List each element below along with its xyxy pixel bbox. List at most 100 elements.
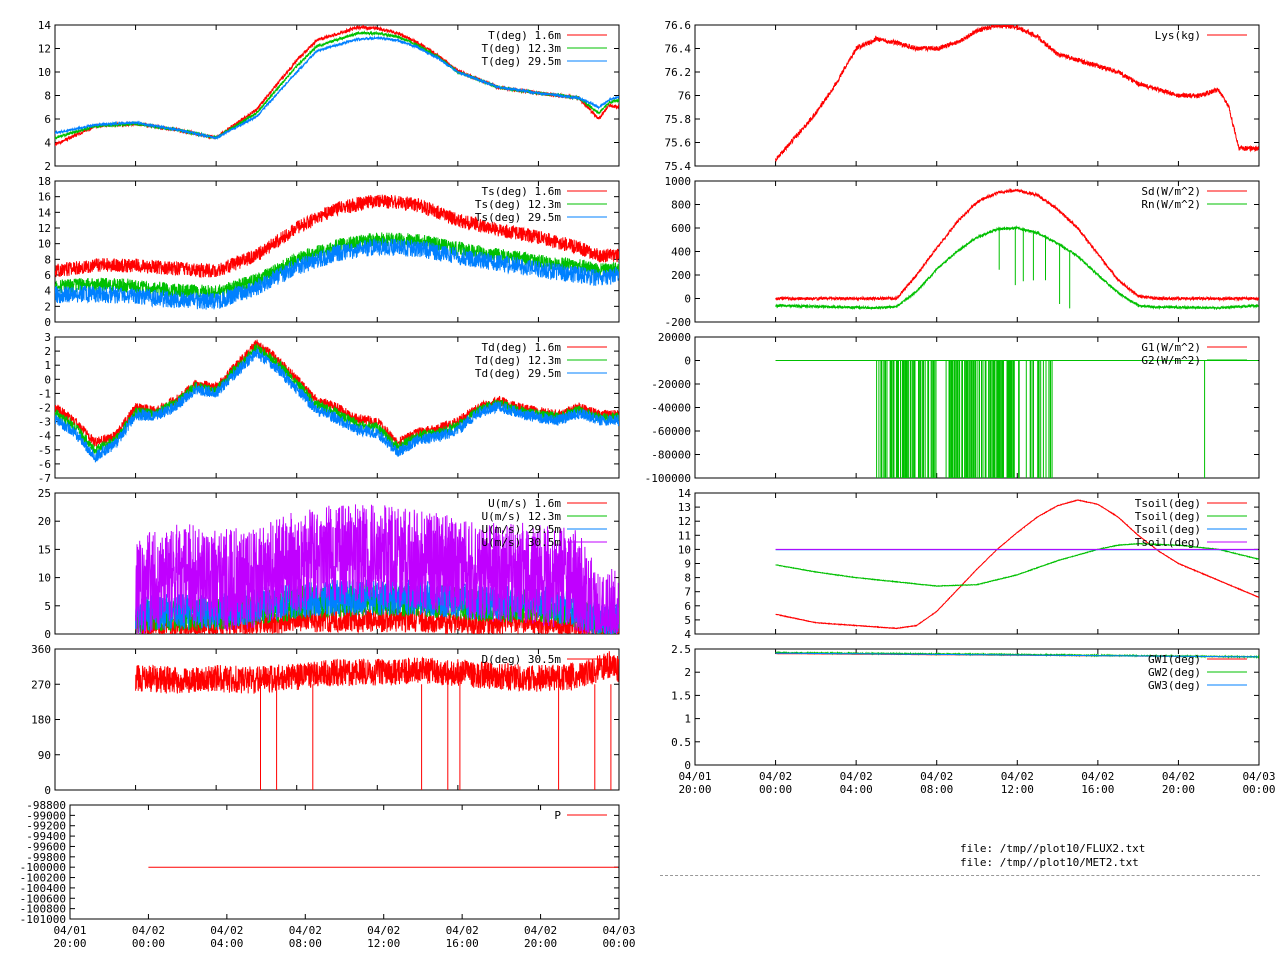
series-line bbox=[775, 499, 1259, 630]
y-tick-label: 14 bbox=[38, 19, 52, 32]
y-tick-label: 76 bbox=[678, 90, 691, 103]
chart-soil-temperature: 4567891011121314Tsoil(deg)Tsoil(deg)Tsoi… bbox=[678, 487, 1260, 641]
y-tick-label: 90 bbox=[38, 749, 51, 762]
y-tick-label: 76.6 bbox=[665, 19, 692, 32]
legend-label: U(m/s) 30.5m bbox=[482, 536, 562, 549]
y-tick-label: 15 bbox=[38, 543, 51, 556]
x-tick-date: 04/02 bbox=[1081, 770, 1114, 783]
series-line bbox=[135, 504, 619, 634]
y-tick-label: 12 bbox=[678, 515, 691, 528]
legend-label: GW1(deg) bbox=[1148, 653, 1201, 666]
x-tick-time: 08:00 bbox=[289, 937, 322, 950]
y-tick-label: 4 bbox=[684, 628, 691, 641]
legend-label: U(m/s) 29.5m bbox=[482, 523, 562, 536]
y-tick-label: 12 bbox=[38, 222, 51, 235]
y-tick-label: 360 bbox=[31, 643, 51, 656]
legend-label: Tsoil(deg) bbox=[1135, 536, 1201, 549]
y-tick-label: -1 bbox=[38, 387, 51, 400]
y-tick-label: 2 bbox=[684, 666, 691, 679]
x-tick-time: 04:00 bbox=[210, 937, 243, 950]
y-tick-label: 12 bbox=[38, 43, 51, 56]
legend-label: Ts(deg) 1.6m bbox=[482, 185, 562, 198]
x-tick-date: 04/02 bbox=[524, 924, 557, 937]
y-tick-label: -99400 bbox=[26, 830, 66, 843]
series-line bbox=[55, 194, 619, 279]
y-tick-label: -99600 bbox=[26, 840, 66, 853]
series-dropout bbox=[998, 228, 1071, 309]
legend-label: Tsoil(deg) bbox=[1135, 510, 1201, 523]
y-tick-label: 5 bbox=[684, 614, 691, 627]
plot-area bbox=[775, 25, 1259, 162]
legend-label: Rn(W/m^2) bbox=[1141, 198, 1201, 211]
y-tick-label: 76.4 bbox=[665, 43, 692, 56]
plot-frame bbox=[69, 804, 620, 920]
y-tick-label: 75.4 bbox=[665, 160, 692, 173]
x-tick-date: 04/01 bbox=[53, 924, 86, 937]
y-tick-label: -2 bbox=[38, 402, 51, 415]
x-tick-time: 00:00 bbox=[1242, 783, 1275, 796]
y-tick-label: 2 bbox=[44, 300, 51, 313]
series-line bbox=[55, 238, 619, 310]
legend-label: Ts(deg) 12.3m bbox=[475, 198, 561, 211]
chart-lysimeter: 75.4 75.6 75.8 76 76.2 76.4 76.6 Lys(kg) bbox=[665, 19, 1260, 173]
series-line bbox=[135, 605, 619, 634]
y-tick-label: 0 bbox=[44, 316, 51, 329]
y-tick-label: 10 bbox=[38, 238, 51, 251]
plot-area bbox=[775, 187, 1259, 311]
legend-label: D(deg) 30.5m bbox=[482, 653, 562, 666]
y-tick-label: -99000 bbox=[26, 809, 66, 822]
source-file-flux: file: /tmp//plot10/FLUX2.txt bbox=[960, 842, 1146, 855]
y-tick-label: -101000 bbox=[20, 913, 66, 926]
legend-label: T(deg) 1.6m bbox=[488, 29, 561, 42]
y-tick-label: 13 bbox=[678, 501, 691, 514]
source-file-met: file: /tmp//plot10/MET2.txt bbox=[960, 856, 1139, 869]
legend-label: Td(deg) 29.5m bbox=[475, 367, 561, 380]
y-tick-label: 10 bbox=[38, 572, 51, 585]
series-line bbox=[775, 25, 1259, 162]
series-line bbox=[775, 652, 1258, 658]
x-tick-time: 16:00 bbox=[1081, 783, 1114, 796]
legend-label: U(m/s) 1.6m bbox=[488, 497, 561, 510]
y-tick-label: 180 bbox=[31, 714, 51, 727]
y-tick-label: 9 bbox=[684, 558, 691, 571]
x-tick-time: 20:00 bbox=[1162, 783, 1195, 796]
x-tick-time: 08:00 bbox=[920, 783, 953, 796]
plot-area bbox=[775, 360, 1258, 478]
y-tick-label: -100200 bbox=[20, 872, 66, 885]
y-tick-label: 20 bbox=[38, 515, 51, 528]
x-tick-time: 16:00 bbox=[446, 937, 479, 950]
y-tick-label: 0 bbox=[684, 293, 691, 306]
legend-label: GW2(deg) bbox=[1148, 666, 1201, 679]
y-tick-label: 7 bbox=[684, 586, 691, 599]
y-tick-label: 10 bbox=[38, 66, 51, 79]
y-tick-label: 0 bbox=[684, 355, 691, 368]
y-tick-label: -6 bbox=[38, 458, 51, 471]
y-tick-label: 8 bbox=[44, 90, 51, 103]
y-tick-label: 1 bbox=[684, 713, 691, 726]
series-line bbox=[135, 651, 619, 694]
plot-area bbox=[55, 194, 619, 310]
legend-label: G1(W/m^2) bbox=[1141, 341, 1201, 354]
y-tick-label: 20000 bbox=[658, 331, 691, 344]
y-tick-label: 2 bbox=[44, 345, 51, 358]
y-tick-label: 200 bbox=[671, 269, 691, 282]
y-tick-label: 10 bbox=[678, 543, 691, 556]
y-tick-label: 0.5 bbox=[671, 736, 691, 749]
x-tick-time: 20:00 bbox=[53, 937, 86, 950]
y-tick-label: 8 bbox=[44, 253, 51, 266]
y-tick-label: 0 bbox=[44, 373, 51, 386]
legend-label: GW3(deg) bbox=[1148, 679, 1201, 692]
y-tick-label: 0 bbox=[684, 759, 691, 772]
x-tick-date: 04/02 bbox=[132, 924, 165, 937]
y-tick-label: 6 bbox=[44, 113, 51, 126]
x-tick-date: 04/02 bbox=[446, 924, 479, 937]
x-tick-time: 12:00 bbox=[1001, 783, 1034, 796]
x-tick-date: 04/03 bbox=[602, 924, 635, 937]
y-tick-label: -200 bbox=[665, 316, 692, 329]
y-tick-label: 1 bbox=[44, 359, 51, 372]
x-tick-date: 04/02 bbox=[920, 770, 953, 783]
plot-area bbox=[55, 339, 619, 463]
legend-label: T(deg) 29.5m bbox=[482, 55, 562, 68]
y-tick-label: -98800 bbox=[26, 799, 66, 812]
